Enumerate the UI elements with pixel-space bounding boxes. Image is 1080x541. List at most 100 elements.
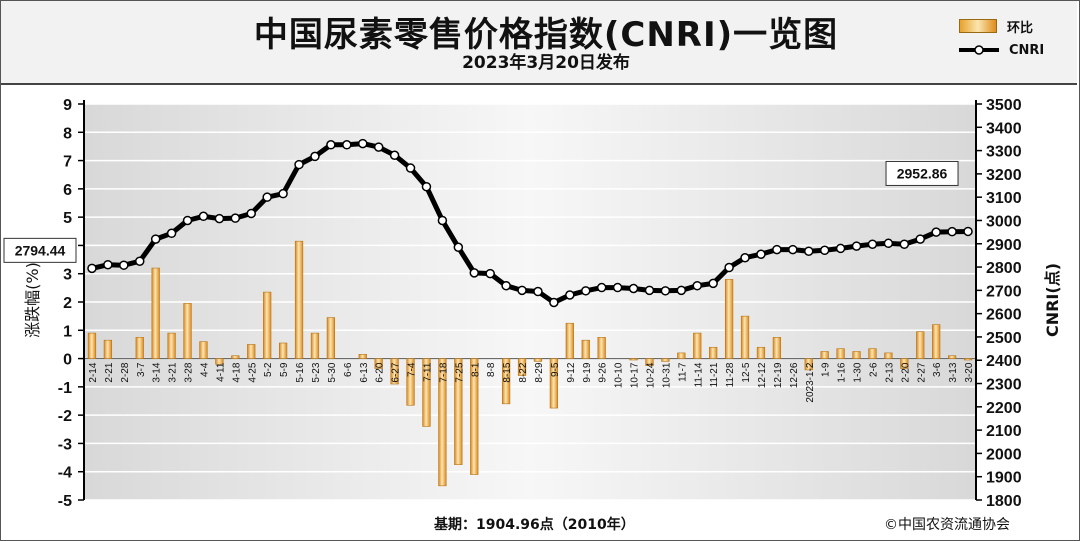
cnri-point	[358, 138, 368, 149]
chart-legend: 环比 CNRI	[959, 13, 1069, 65]
x-tick-label: 8-15	[502, 362, 513, 382]
cnri-point	[198, 211, 209, 222]
bar	[772, 337, 782, 359]
cnri-point	[676, 285, 687, 296]
x-tick-label: 2-20	[900, 362, 911, 382]
right-axis-tick-label: 2800	[986, 260, 1022, 277]
bar	[199, 341, 208, 359]
bar	[963, 358, 973, 361]
cnri-point	[867, 239, 878, 249]
cnri-point	[644, 285, 655, 296]
x-tick-label: 3-28	[184, 362, 195, 382]
bar	[278, 342, 288, 359]
bar	[900, 358, 909, 369]
x-tick-label: 12-19	[773, 362, 784, 388]
x-tick-label: 9-19	[582, 362, 593, 382]
bar	[932, 324, 941, 359]
right-axis-tick-label: 3000	[986, 213, 1022, 230]
right-axis-tick-label: 2900	[986, 237, 1022, 254]
x-tick-label: 8-1	[470, 362, 481, 377]
x-tick-label: 3-6	[932, 362, 943, 377]
x-tick-label: 11-28	[725, 362, 736, 387]
right-axis-tick-label: 3500	[986, 97, 1022, 114]
bar	[629, 358, 638, 361]
cnri-point	[804, 246, 814, 256]
x-tick-label: 6-13	[359, 362, 370, 382]
cnri-point	[788, 244, 798, 255]
right-axis-tick-label: 3200	[986, 167, 1022, 184]
cnri-point	[565, 290, 575, 300]
x-tick-label: 5-23	[311, 362, 322, 382]
cnri-point	[740, 252, 750, 263]
cnri-point	[660, 286, 671, 296]
cnri-point	[501, 280, 511, 291]
bar	[597, 337, 606, 359]
left-axis-tick-label: -4	[58, 465, 72, 482]
bar	[215, 358, 224, 365]
x-tick-label: 2-14	[88, 362, 99, 382]
bar	[852, 351, 861, 359]
x-tick-label: 3-21	[168, 362, 179, 382]
bar	[836, 348, 845, 359]
cnri-point	[342, 140, 352, 150]
cnri-point	[533, 286, 543, 297]
left-axis-tick-label: -1	[58, 380, 72, 397]
left-axis-tick-label: 0	[63, 352, 72, 369]
bar	[756, 346, 766, 359]
cnri-point	[915, 234, 925, 244]
cnri-point	[931, 227, 941, 237]
cnri-point	[835, 243, 846, 254]
cnri-point	[405, 163, 416, 173]
cnri-point	[612, 282, 623, 293]
bar	[135, 337, 144, 359]
cnri-point	[246, 208, 256, 219]
bar	[151, 267, 160, 359]
cnri-point	[326, 140, 336, 150]
bar	[231, 355, 240, 359]
bar	[947, 355, 957, 359]
x-tick-label: 2-28	[120, 362, 131, 382]
bar	[358, 354, 367, 359]
bar	[422, 358, 431, 427]
bar	[294, 240, 304, 359]
x-tick-label: 2-6	[868, 362, 879, 377]
bar	[820, 351, 829, 359]
footer-copyright: ©中国农资流通协会	[884, 517, 1010, 533]
x-tick-label: 4-4	[199, 362, 210, 377]
cnri-point	[883, 238, 894, 249]
x-tick-label: 11-7	[677, 362, 688, 382]
x-tick-label: 5-2	[263, 362, 274, 377]
left-axis-tick-label: 5	[63, 210, 72, 227]
bar	[374, 358, 383, 369]
bar	[183, 303, 192, 359]
x-tick-label: 7-4	[407, 362, 418, 377]
bar	[740, 315, 750, 359]
x-tick-label: 9-12	[566, 362, 577, 382]
annotation-label: 2794.44	[15, 242, 66, 258]
annotation-box	[885, 160, 959, 186]
bar	[263, 291, 272, 359]
x-tick-label: 2-21	[104, 362, 115, 382]
bar	[247, 344, 256, 359]
cnri-point	[596, 282, 607, 293]
x-tick-label: 10-17	[630, 362, 641, 388]
bar	[406, 358, 415, 406]
legend-line-label: CNRI	[1009, 42, 1045, 58]
left-axis-tick-label: -5	[58, 493, 72, 510]
x-tick-label: 9-26	[598, 362, 609, 382]
right-axis-tick-label: 2100	[986, 423, 1022, 440]
cnri-point	[947, 226, 957, 237]
cnri-point	[150, 234, 161, 244]
bar	[916, 331, 925, 359]
cnri-point	[230, 213, 241, 223]
x-tick-label: 7-11	[422, 362, 433, 382]
cnri-point	[262, 192, 272, 202]
cnri-point	[389, 150, 400, 160]
x-tick-label: 12-12	[757, 362, 768, 388]
cnri-point	[708, 278, 718, 289]
cnri-point	[373, 142, 384, 152]
cnri-point	[772, 244, 782, 255]
bar	[884, 352, 893, 359]
x-tick-label: 2023-1-2	[805, 362, 816, 402]
bar	[454, 358, 463, 465]
